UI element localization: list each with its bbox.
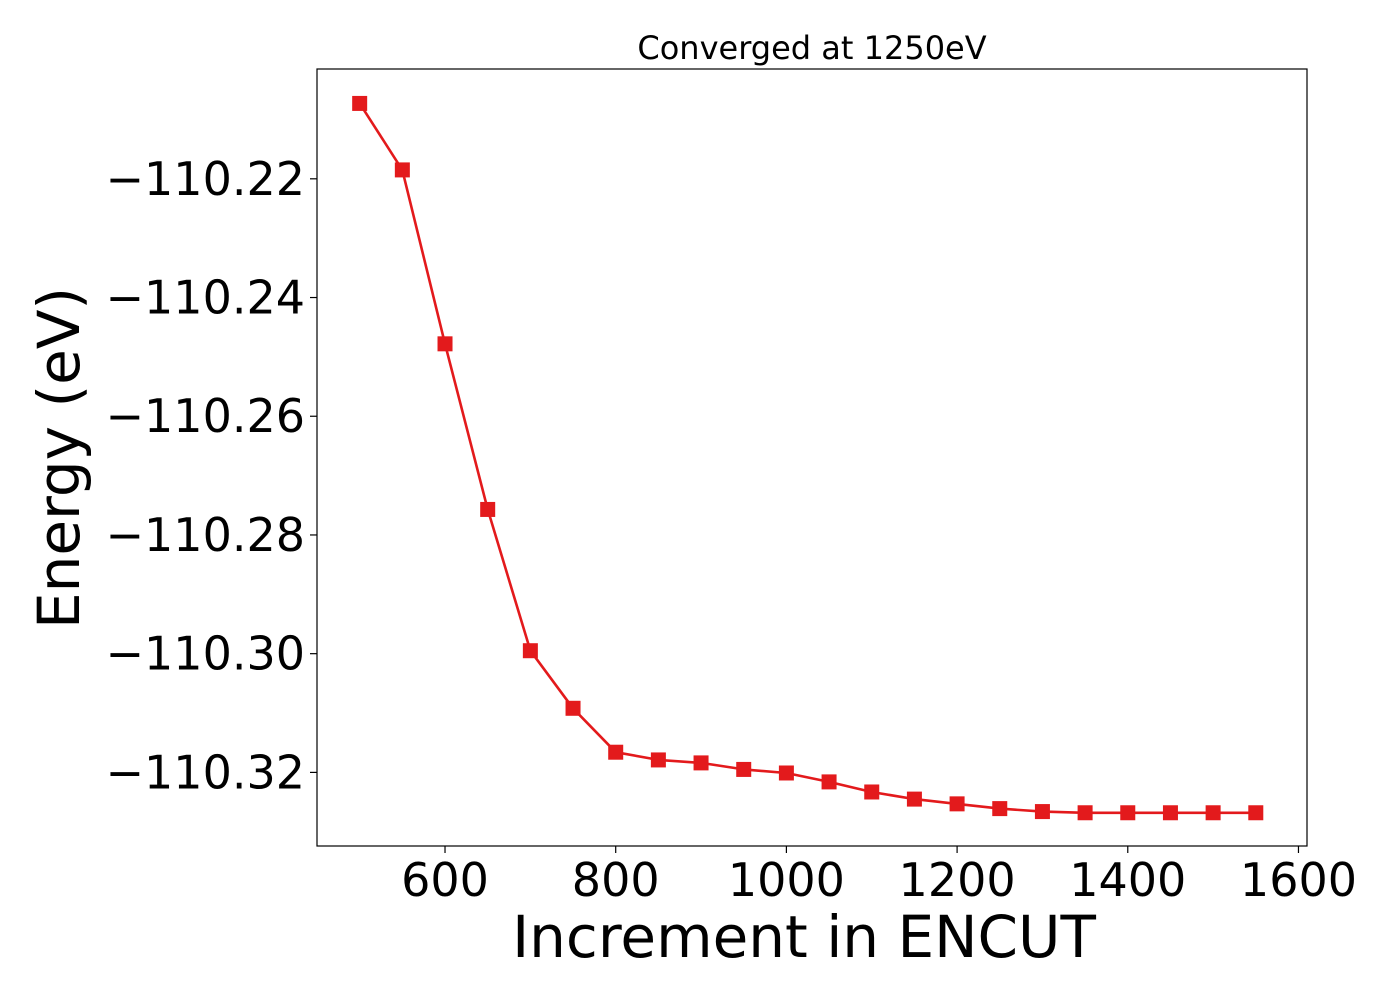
plot-frame bbox=[316, 68, 1308, 847]
x-tick-label: 1000 bbox=[728, 853, 845, 907]
data-point-marker bbox=[864, 784, 880, 800]
data-point-marker bbox=[565, 700, 581, 716]
data-point-marker bbox=[608, 744, 624, 760]
series-line bbox=[358, 102, 1256, 815]
data-point-marker bbox=[352, 95, 368, 111]
data-point-marker bbox=[778, 765, 794, 781]
data-point-marker bbox=[1120, 805, 1136, 821]
data-point-marker bbox=[1077, 805, 1093, 821]
data-point-marker bbox=[437, 336, 453, 352]
data-point-marker bbox=[1205, 805, 1221, 821]
data-point-marker bbox=[906, 791, 922, 807]
data-point-marker bbox=[522, 643, 538, 659]
y-tick-label: −110.28 bbox=[106, 508, 306, 562]
chart-title: Converged at 1250eV bbox=[637, 29, 986, 67]
y-tick-label: −110.30 bbox=[106, 627, 306, 681]
x-axis-label: Increment in ENCUT bbox=[512, 903, 1096, 971]
x-tick-label: 1600 bbox=[1240, 853, 1357, 907]
data-point-marker bbox=[480, 501, 496, 517]
x-tick-label: 600 bbox=[401, 853, 489, 907]
x-tick-label: 1200 bbox=[899, 853, 1016, 907]
data-point-marker bbox=[650, 752, 666, 768]
y-tick-label: −110.32 bbox=[106, 745, 306, 799]
data-point-marker bbox=[992, 801, 1008, 817]
plot-area bbox=[316, 68, 1308, 847]
data-point-marker bbox=[1034, 804, 1050, 820]
y-tick-label: −110.24 bbox=[106, 271, 306, 325]
x-tick-label: 800 bbox=[572, 853, 660, 907]
data-point-marker bbox=[1162, 805, 1178, 821]
x-tick-label: 1400 bbox=[1069, 853, 1186, 907]
y-axis: −110.22 −110.24 −110.26 −110.28 −110.30 −110.… bbox=[106, 152, 317, 799]
data-point-marker bbox=[693, 755, 709, 771]
data-point-marker bbox=[821, 774, 837, 790]
y-tick-label: −110.26 bbox=[106, 389, 306, 443]
data-point-marker bbox=[394, 162, 410, 178]
y-tick-label: −110.22 bbox=[106, 152, 306, 206]
data-point-marker bbox=[1248, 805, 1264, 821]
data-point-marker bbox=[949, 796, 965, 812]
y-axis-label: Energy (eV) bbox=[25, 287, 93, 629]
data-point-marker bbox=[736, 761, 752, 777]
series-layer bbox=[352, 95, 1264, 821]
x-axis: 600 800 1000 1200 1400 1600 bbox=[401, 846, 1357, 907]
